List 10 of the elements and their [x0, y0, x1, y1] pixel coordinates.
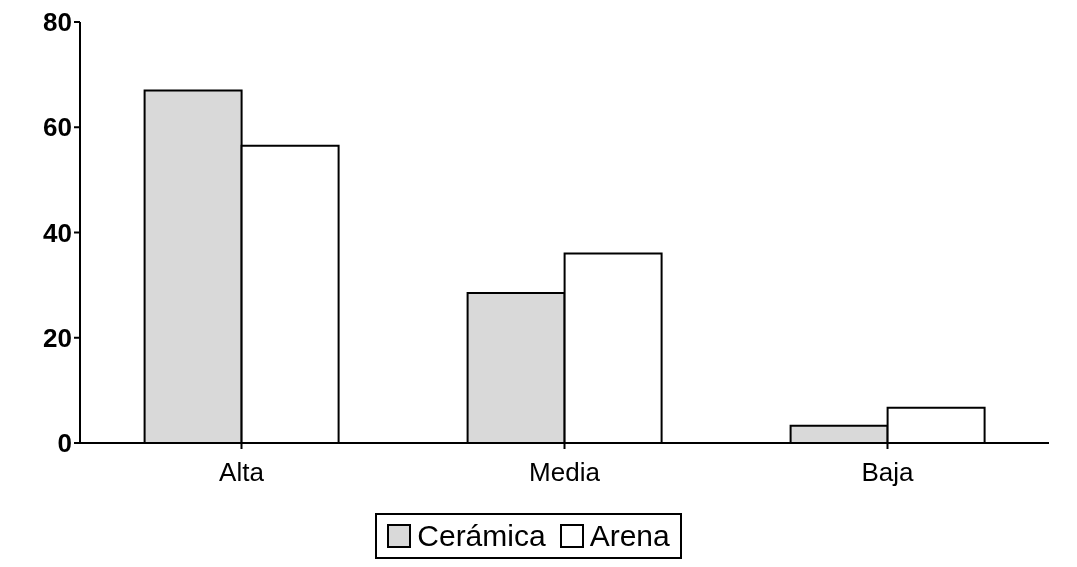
x-tick-label: Alta — [219, 457, 265, 488]
y-tick-label: 0 — [57, 428, 72, 459]
y-tick-label: 60 — [43, 112, 72, 143]
x-tick-label: Media — [529, 457, 601, 488]
legend-label: Arena — [589, 519, 670, 553]
y-tick-label: 20 — [43, 322, 72, 353]
y-tick-label: 40 — [43, 217, 72, 248]
x-tick-label: Baja — [861, 457, 915, 488]
y-tick-label: 80 — [43, 7, 72, 38]
legend-label: Cerámica — [417, 519, 546, 553]
